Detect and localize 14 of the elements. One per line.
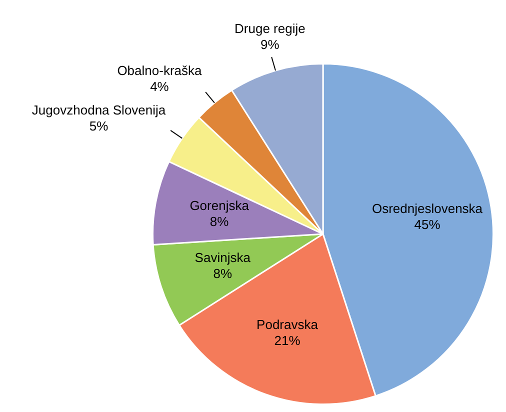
slice-label: Gorenjska <box>190 198 250 213</box>
slice-label: Osrednjeslovenska <box>372 201 484 216</box>
data-label: 8% <box>213 266 232 282</box>
slice-label: Obalno-kraška <box>117 62 202 78</box>
data-label: 21% <box>274 332 301 348</box>
data-label: 45% <box>414 217 441 232</box>
data-label: 8% <box>210 214 230 229</box>
data-label: 5% <box>89 118 109 134</box>
slice-label: Savinjska <box>194 250 252 266</box>
data-label: 4% <box>150 78 170 94</box>
data-label: 9% <box>260 36 280 52</box>
slice-label: Podravska <box>256 316 319 332</box>
slice-label: Jugovzhodna Slovenija <box>32 102 166 118</box>
slice-label: Druge regije <box>234 20 306 36</box>
